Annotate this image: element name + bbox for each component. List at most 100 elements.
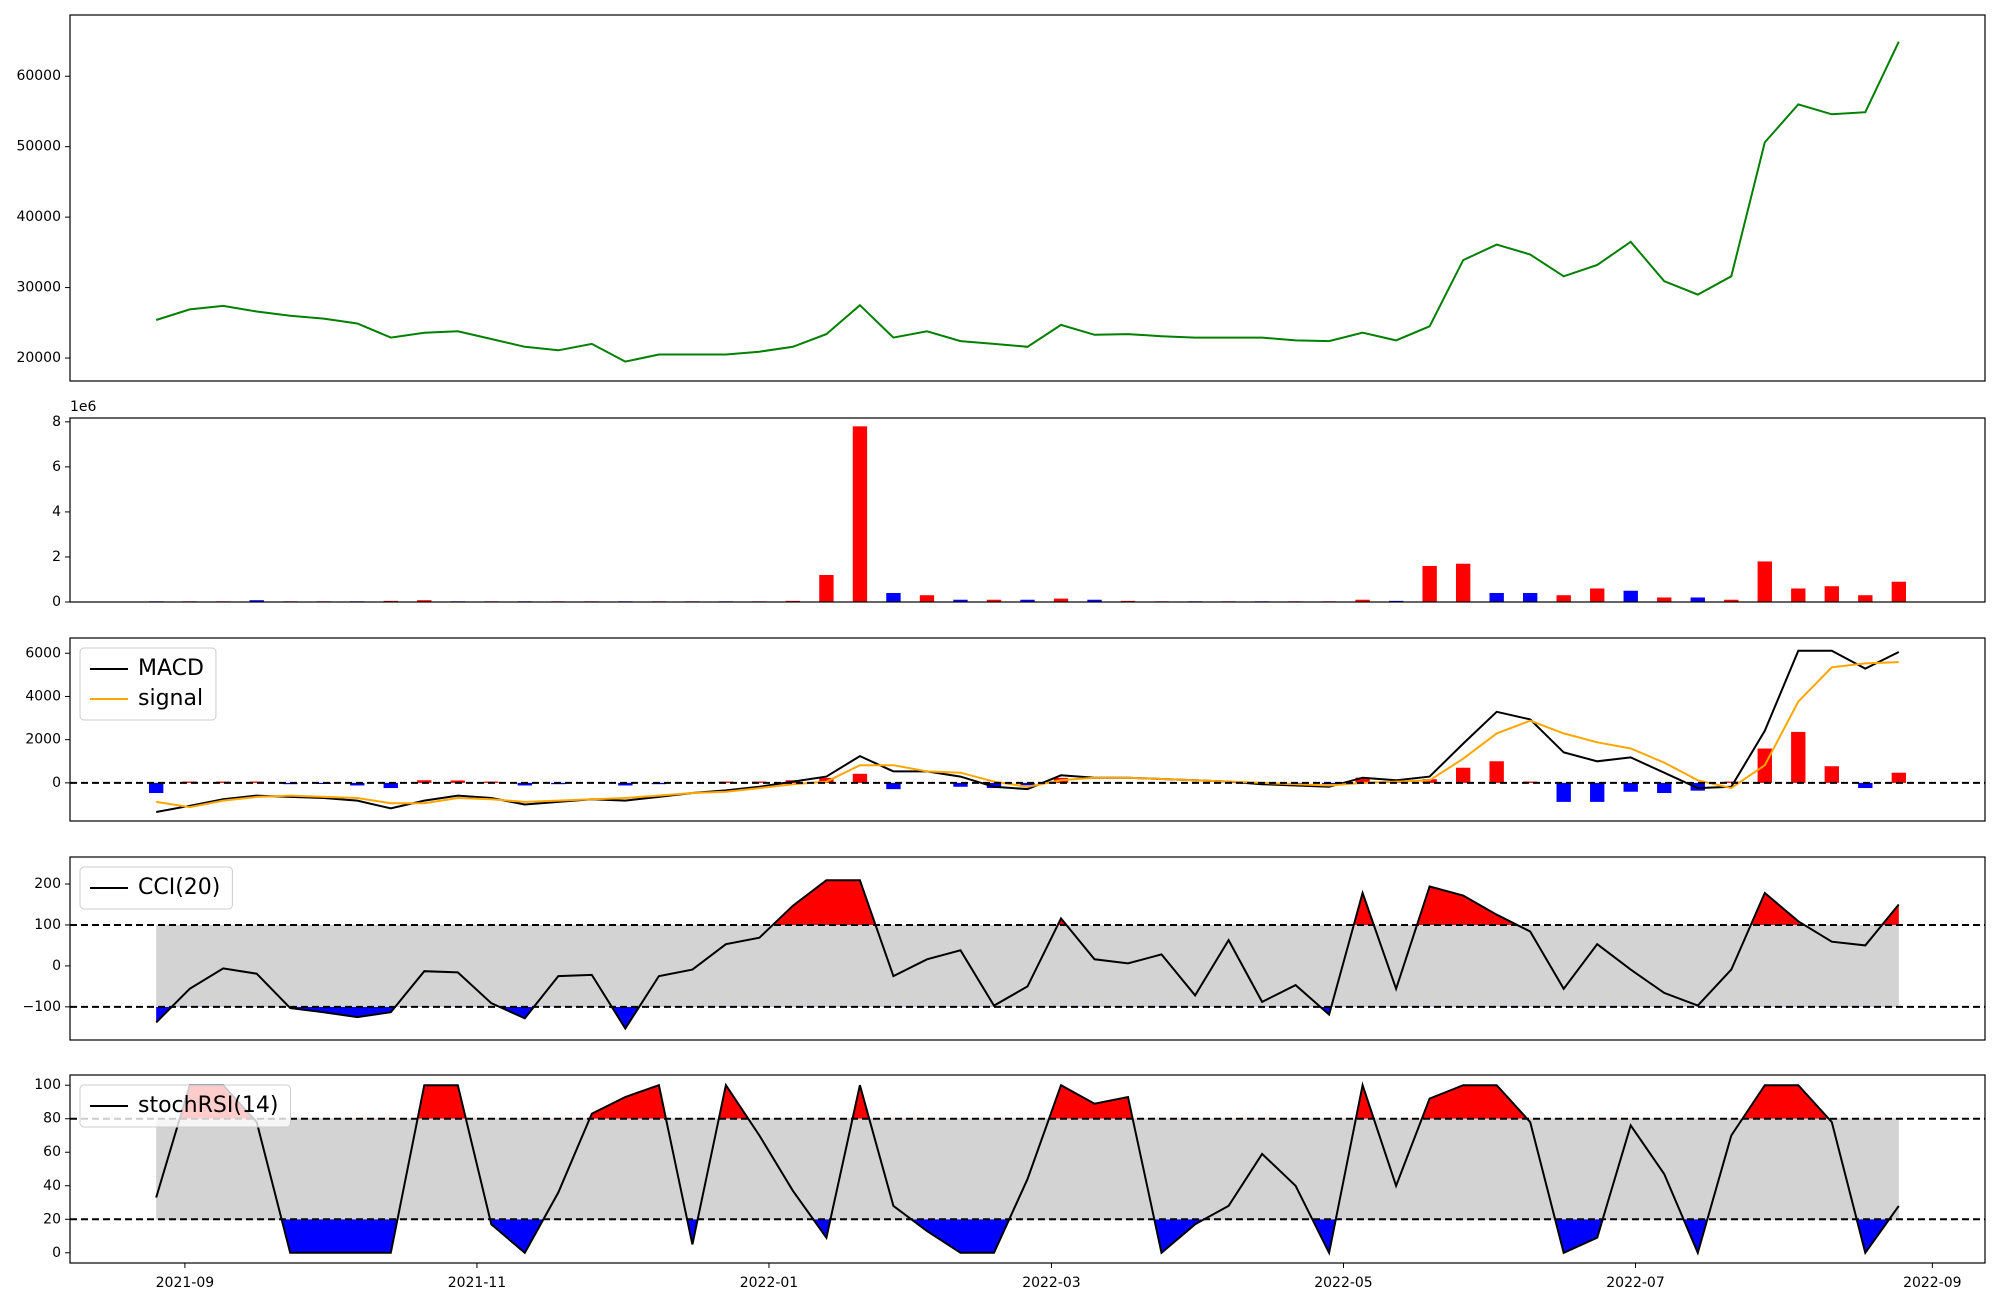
volume-bar xyxy=(1455,563,1471,602)
volume-bar xyxy=(852,426,868,602)
histogram-bar xyxy=(986,782,1002,789)
x-tick-label: 2021-11 xyxy=(448,1275,507,1291)
histogram-bar xyxy=(1020,782,1035,786)
histogram-bar xyxy=(819,777,834,783)
histogram-bar xyxy=(1657,782,1672,794)
neutral-band xyxy=(156,924,1899,1007)
y-tick-label: 4000 xyxy=(25,688,61,704)
y-tick-label: 0 xyxy=(52,958,61,974)
histogram-bar xyxy=(618,782,633,786)
histogram-bar xyxy=(450,780,465,783)
volume-bar xyxy=(249,600,264,602)
histogram-bar xyxy=(417,780,432,783)
series-line xyxy=(155,1081,1900,1256)
volume-bar xyxy=(1657,597,1672,602)
axis-offset-label: 1e6 xyxy=(70,399,97,415)
volume-bar xyxy=(1087,599,1102,602)
series-line xyxy=(155,41,1900,363)
x-tick-label: 2021-09 xyxy=(156,1275,215,1291)
histogram-bar xyxy=(1891,772,1907,783)
panel-frame xyxy=(69,14,1986,382)
volume-bar xyxy=(1523,592,1538,602)
histogram-bar xyxy=(350,782,365,786)
volume-bar xyxy=(953,599,968,602)
histogram-bar xyxy=(1623,782,1638,792)
volume-bar xyxy=(1623,590,1638,602)
volume-bar xyxy=(1590,588,1605,602)
histogram-bar xyxy=(383,782,398,789)
x-tick-label: 2022-05 xyxy=(1314,1275,1373,1291)
x-tick-label: 2022-07 xyxy=(1606,1275,1665,1291)
histogram-bar xyxy=(1824,766,1839,783)
y-tick-label: 0 xyxy=(52,775,61,791)
y-tick-label: 60 xyxy=(43,1144,61,1160)
panel-frame xyxy=(69,1074,1986,1264)
volume-bar xyxy=(1791,588,1806,602)
y-tick-label: 2000 xyxy=(25,732,61,748)
histogram-bar xyxy=(953,782,968,787)
y-tick-label: 6000 xyxy=(25,645,61,661)
panel-background xyxy=(70,638,1985,821)
y-tick-label: 8 xyxy=(52,414,61,430)
histogram-bar xyxy=(216,781,231,783)
volume-bar xyxy=(1724,599,1739,602)
volume-bar xyxy=(417,600,432,602)
histogram-bar xyxy=(1690,782,1705,791)
histogram-bar xyxy=(1523,781,1538,783)
x-tick-label: 2022-01 xyxy=(740,1275,799,1291)
panel-background xyxy=(70,418,1985,602)
legend-label: stochRSI(14) xyxy=(138,1093,279,1118)
lower-fill xyxy=(156,1006,1899,1029)
y-tick-label: 4 xyxy=(52,504,61,520)
legend-box xyxy=(79,1084,291,1128)
histogram-bar xyxy=(1556,782,1571,802)
x-tick-label: 2022-03 xyxy=(1022,1275,1081,1291)
volume-bar xyxy=(1690,597,1705,602)
y-tick-label: 6 xyxy=(52,459,61,475)
legend-label: signal xyxy=(138,686,203,711)
volume-bar xyxy=(1556,595,1571,602)
histogram-bar xyxy=(182,781,197,783)
y-tick-label: 20 xyxy=(43,1211,61,1227)
panel-frame xyxy=(69,856,1986,1041)
histogram-bar xyxy=(752,781,767,783)
y-tick-label: 100 xyxy=(34,1077,61,1093)
histogram-bar xyxy=(1858,782,1873,789)
upper-fill xyxy=(179,1085,1829,1119)
volume-bar xyxy=(1824,586,1839,602)
lower-fill xyxy=(156,1219,1899,1253)
volume-bar xyxy=(1053,598,1069,602)
volume-bar xyxy=(1355,599,1370,602)
y-tick-label: 200 xyxy=(34,876,61,892)
y-tick-label: −100 xyxy=(23,999,61,1015)
volume-bar xyxy=(886,592,901,602)
y-tick-label: 50000 xyxy=(16,139,61,155)
histogram-bar xyxy=(1355,777,1370,783)
histogram-bar xyxy=(1455,767,1471,783)
y-tick-label: 40000 xyxy=(16,209,61,225)
series-line xyxy=(155,879,1900,1031)
volume-bar xyxy=(1891,581,1907,602)
legend-box xyxy=(79,647,217,721)
histogram-bar xyxy=(1590,782,1605,802)
legend-box xyxy=(79,866,233,910)
y-tick-label: 2 xyxy=(52,549,61,565)
y-tick-label: 30000 xyxy=(16,280,61,296)
x-tick-label: 2022-09 xyxy=(1903,1275,1962,1291)
series-line xyxy=(156,649,1900,813)
panel-frame xyxy=(69,637,1986,822)
volume-bar xyxy=(1858,595,1873,602)
volume-bar xyxy=(1757,561,1772,602)
histogram-bar xyxy=(852,773,868,783)
upper-fill xyxy=(156,880,1899,925)
histogram-bar xyxy=(886,782,901,790)
y-tick-label: 20000 xyxy=(16,350,61,366)
histogram-bar xyxy=(517,782,532,786)
y-tick-label: 60000 xyxy=(16,68,61,84)
legend-label: MACD xyxy=(138,656,204,681)
y-tick-label: 0 xyxy=(52,594,61,610)
y-tick-label: 40 xyxy=(43,1178,61,1194)
y-tick-label: 80 xyxy=(43,1111,61,1127)
legend-label: CCI(20) xyxy=(138,875,220,900)
